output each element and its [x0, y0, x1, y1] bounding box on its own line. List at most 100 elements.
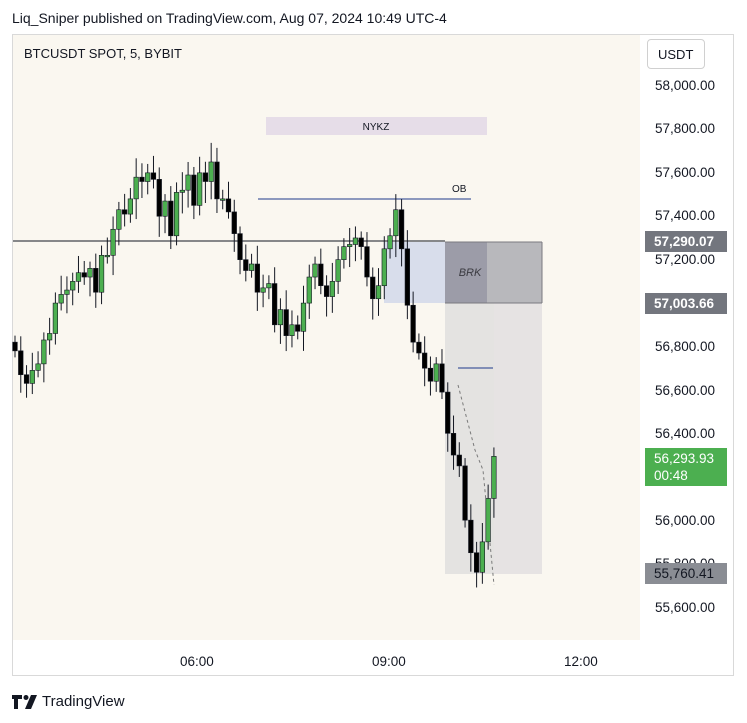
- candle-body: [445, 391, 451, 434]
- candle-body: [266, 283, 272, 289]
- candle-body: [404, 248, 410, 306]
- break-box: [445, 242, 487, 303]
- candle-body: [116, 209, 122, 230]
- candle-body: [220, 198, 226, 201]
- candle-body: [468, 519, 474, 554]
- candle-body: [122, 209, 128, 215]
- order-block-label: OB: [452, 184, 467, 195]
- candle-body: [127, 198, 134, 215]
- candle-body: [312, 263, 318, 278]
- candle-body: [52, 302, 58, 334]
- order-block-zone: [384, 242, 445, 303]
- candle-body: [191, 174, 197, 206]
- candle-body: [139, 176, 145, 182]
- price-label: 56,400.00: [655, 426, 716, 441]
- candle-body: [162, 200, 168, 217]
- candle-body: [329, 281, 335, 297]
- candle-body: [150, 172, 157, 180]
- candle-body: [318, 263, 324, 287]
- candle-body: [202, 172, 209, 182]
- candle-body: [375, 285, 382, 300]
- price-tag-level-mid: 57,003.66: [645, 293, 727, 314]
- price-label: 57,600.00: [655, 165, 716, 180]
- candle-body: [47, 333, 53, 341]
- candle-body: [254, 263, 260, 293]
- break-box-right: [487, 242, 542, 303]
- candle-body: [243, 259, 249, 271]
- price-label: 57,400.00: [655, 208, 716, 223]
- candle-body: [225, 198, 232, 213]
- candle-body: [323, 285, 330, 297]
- candle-body: [23, 374, 30, 384]
- candle-body: [485, 498, 491, 543]
- price-label: 55,600.00: [655, 600, 716, 615]
- candle-body: [98, 255, 105, 293]
- candle-body: [473, 552, 480, 573]
- candle-body: [104, 255, 110, 258]
- candle-body: [393, 209, 399, 237]
- candle-body: [208, 161, 214, 182]
- candle-body: [12, 341, 18, 352]
- candle-body: [439, 363, 445, 393]
- candle-body: [168, 200, 174, 237]
- candle-body: [248, 263, 255, 271]
- price-label: 57,200.00: [655, 252, 716, 267]
- time-axis-background: [13, 640, 640, 675]
- currency-button[interactable]: USDT: [647, 39, 705, 69]
- footer-brand-text: TradingView: [42, 693, 125, 710]
- candle-body: [387, 235, 393, 250]
- publisher-line: Liq_Sniper published on TradingView.com,…: [12, 10, 447, 26]
- price-label: 57,800.00: [655, 121, 716, 136]
- price-label: 56,600.00: [655, 383, 716, 398]
- current-price-tag: 56,293.93 00:48: [645, 448, 727, 486]
- price-label: 56,000.00: [655, 513, 716, 528]
- candle-body: [335, 259, 341, 282]
- candle-body: [110, 228, 116, 256]
- candle-body: [272, 283, 278, 326]
- current-price: 56,293.93: [654, 451, 715, 466]
- candle-body: [427, 367, 434, 382]
- price-tag-level-low: 55,760.41: [645, 563, 727, 584]
- candle-body: [456, 454, 462, 467]
- candle-body: [133, 176, 139, 200]
- candle-body: [398, 209, 405, 250]
- candle-body: [277, 309, 284, 326]
- candle-body: [347, 244, 353, 247]
- candle-body: [364, 246, 370, 278]
- session-box: [266, 117, 487, 135]
- time-label: 12:00: [564, 654, 598, 669]
- symbol-title: BTCUSDT SPOT, 5, BYBIT: [24, 46, 182, 61]
- candle-body: [450, 433, 457, 456]
- candle-body: [29, 370, 35, 384]
- time-label: 06:00: [180, 654, 214, 669]
- candle-body: [358, 237, 364, 247]
- candle-body: [173, 192, 180, 237]
- projection-zone-right: [494, 303, 542, 574]
- candle-body: [18, 350, 24, 376]
- price-tag-level-high: 57,290.07: [645, 231, 727, 252]
- candle-body: [341, 246, 347, 260]
- break-box-label: BRK: [459, 267, 482, 279]
- candle-body: [306, 276, 312, 304]
- footer-brand[interactable]: TradingView: [12, 693, 125, 710]
- candle-body: [283, 309, 289, 336]
- candle-body: [352, 237, 359, 245]
- candle-body: [58, 294, 64, 304]
- candle-body: [93, 268, 99, 293]
- candle-body: [260, 287, 266, 293]
- candle-body: [214, 161, 220, 200]
- candle-body: [87, 268, 93, 278]
- candle-body: [491, 456, 497, 499]
- price-label: 58,000.00: [655, 78, 716, 93]
- price-label: 56,800.00: [655, 339, 716, 354]
- candle-body: [70, 281, 76, 291]
- candle-body: [41, 339, 47, 365]
- candle-body: [81, 272, 87, 278]
- candle-body: [416, 341, 422, 354]
- candle-body: [370, 276, 376, 300]
- candle-body: [35, 363, 41, 371]
- candle-body: [433, 363, 439, 382]
- candle-body: [75, 272, 82, 282]
- tradingview-logo-icon: [12, 694, 37, 709]
